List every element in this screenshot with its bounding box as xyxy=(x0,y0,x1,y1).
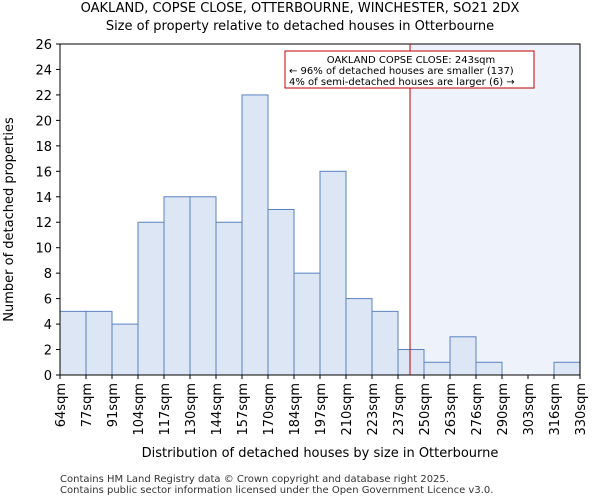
bar-237sqm xyxy=(397,349,425,376)
x-tick-label: 316sqm xyxy=(548,383,563,436)
bar-117sqm xyxy=(163,196,191,376)
x-tick-label: 64sqm xyxy=(54,383,69,427)
bar-197sqm xyxy=(319,170,347,376)
x-tick-label: 77sqm xyxy=(80,383,95,427)
annotation-box xyxy=(284,50,535,89)
x-tick-label: 144sqm xyxy=(210,383,225,436)
x-tick-label: 250sqm xyxy=(418,383,433,436)
bar-170sqm xyxy=(267,209,295,376)
bar-144sqm xyxy=(215,221,243,376)
bar-223sqm xyxy=(371,310,399,376)
x-tick-label: 210sqm xyxy=(340,383,355,436)
y-tick-label: 16 xyxy=(35,165,52,180)
x-tick-label: 157sqm xyxy=(236,383,251,436)
chart-subtitle: Size of property relative to detached ho… xyxy=(105,19,495,34)
x-tick-label: 197sqm xyxy=(314,383,329,436)
annotation-line-2: ← 96% of detached houses are smaller (13… xyxy=(289,66,514,77)
x-tick-label: 223sqm xyxy=(366,383,381,436)
y-tick-label: 4 xyxy=(44,318,52,333)
x-tick-label: 303sqm xyxy=(522,383,537,436)
bar-184sqm xyxy=(293,272,321,376)
x-axis-label: Distribution of detached houses by size … xyxy=(142,446,499,461)
bar-130sqm xyxy=(189,196,217,376)
y-tick-label: 14 xyxy=(35,191,52,206)
bar-157sqm xyxy=(241,94,269,376)
y-tick-label: 24 xyxy=(35,63,52,78)
bar-104sqm xyxy=(137,221,165,376)
chart-title: OAKLAND, COPSE CLOSE, OTTERBOURNE, WINCH… xyxy=(80,1,520,16)
y-tick-label: 0 xyxy=(44,369,52,384)
x-tick-label: 330sqm xyxy=(574,383,589,436)
x-tick-label: 290sqm xyxy=(496,383,511,436)
x-tick-label: 104sqm xyxy=(132,383,147,436)
y-tick-label: 2 xyxy=(44,344,52,359)
x-tick-label: 117sqm xyxy=(158,383,173,436)
bar-276sqm xyxy=(475,361,503,376)
x-tick-label: 276sqm xyxy=(470,383,485,436)
x-tick-label: 130sqm xyxy=(184,383,199,436)
footer-line-2: Contains public sector information licen… xyxy=(60,485,494,496)
x-tick-label: 184sqm xyxy=(288,383,303,436)
x-tick-label: 91sqm xyxy=(106,383,121,427)
bar-210sqm xyxy=(345,298,373,376)
highlight-region xyxy=(410,44,580,375)
footer-line-1: Contains HM Land Registry data © Crown c… xyxy=(60,474,449,485)
x-tick-label: 237sqm xyxy=(392,383,407,436)
bar-64sqm xyxy=(59,310,87,376)
y-tick-label: 6 xyxy=(44,293,52,308)
bar-263sqm xyxy=(449,336,477,376)
x-tick-label: 263sqm xyxy=(444,383,459,436)
y-tick-label: 8 xyxy=(44,267,52,282)
annotation-line-3: 4% of semi-detached houses are larger (6… xyxy=(289,77,515,88)
y-tick-label: 12 xyxy=(35,216,52,231)
bar-316sqm xyxy=(553,361,581,376)
annotation-line-1: OAKLAND COPSE CLOSE: 243sqm xyxy=(327,55,496,66)
x-tick-label: 170sqm xyxy=(262,383,277,436)
y-axis-label: Number of detached properties xyxy=(2,117,17,322)
bar-91sqm xyxy=(111,323,139,376)
bar-77sqm xyxy=(85,310,113,376)
bar-250sqm xyxy=(423,361,451,376)
y-tick-label: 26 xyxy=(35,38,52,53)
y-tick-label: 22 xyxy=(35,89,52,104)
y-tick-label: 20 xyxy=(35,114,52,129)
y-tick-label: 18 xyxy=(35,140,52,155)
y-tick-label: 10 xyxy=(35,242,52,257)
